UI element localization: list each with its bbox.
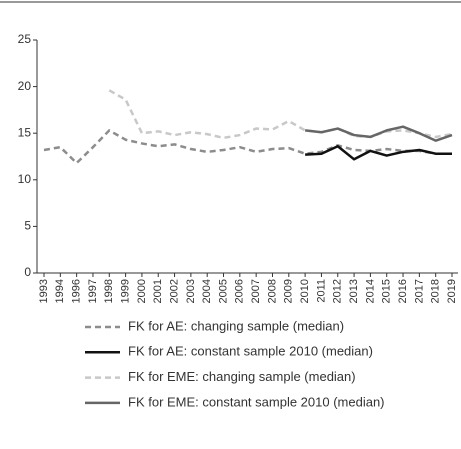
y-tick-label: 10 bbox=[18, 172, 32, 186]
x-tick-label: 2019 bbox=[446, 279, 458, 303]
y-tick-label: 25 bbox=[18, 32, 32, 46]
x-tick-label: 2013 bbox=[348, 279, 360, 303]
x-tick-label: 2005 bbox=[217, 279, 229, 303]
x-tick-label: 2012 bbox=[332, 279, 344, 303]
y-tick-label: 5 bbox=[24, 219, 31, 233]
x-tick-label: 2004 bbox=[201, 279, 213, 303]
series-line bbox=[108, 89, 453, 140]
x-tick-label: 2000 bbox=[136, 279, 148, 303]
x-tick-label: 1996 bbox=[71, 279, 83, 303]
series-line bbox=[43, 129, 452, 165]
x-tick-label: 2008 bbox=[266, 279, 278, 303]
series-line bbox=[305, 144, 452, 161]
x-tick-label: 2010 bbox=[299, 279, 311, 303]
x-tick-label: 2016 bbox=[397, 279, 409, 303]
x-tick-label: 2002 bbox=[168, 279, 180, 303]
y-tick-label: 0 bbox=[24, 265, 31, 279]
legend-label: FK for EME: changing sample (median) bbox=[128, 369, 356, 384]
x-tick-label: 2018 bbox=[430, 279, 442, 303]
x-tick-label: 1997 bbox=[87, 279, 99, 303]
x-tick-label: 2011 bbox=[315, 279, 327, 303]
x-tick-label: 1998 bbox=[103, 279, 115, 303]
legend-label: FK for EME: constant sample 2010 (median… bbox=[128, 394, 385, 409]
x-tick-label: 1994 bbox=[54, 279, 66, 303]
legend-label: FK for AE: constant sample 2010 (median) bbox=[128, 344, 373, 359]
x-tick-label: 2009 bbox=[283, 279, 295, 303]
y-tick-label: 15 bbox=[18, 125, 32, 139]
x-tick-label: 2007 bbox=[250, 279, 262, 303]
x-tick-label: 2014 bbox=[364, 279, 376, 303]
x-tick-label: 1993 bbox=[38, 279, 50, 303]
series-line bbox=[304, 125, 453, 142]
x-tick-label: 2017 bbox=[413, 279, 425, 303]
legend-label: FK for AE: changing sample (median) bbox=[128, 318, 344, 333]
x-tick-label: 2006 bbox=[234, 279, 246, 303]
x-tick-label: 2015 bbox=[381, 279, 393, 303]
x-tick-label: 1999 bbox=[120, 279, 132, 303]
legend: FK for AE: changing sample (median) FK fo… bbox=[85, 318, 385, 409]
x-tick-label: 2003 bbox=[185, 279, 197, 303]
x-tick-label: 2001 bbox=[152, 279, 164, 303]
y-tick-label: 20 bbox=[18, 79, 32, 93]
